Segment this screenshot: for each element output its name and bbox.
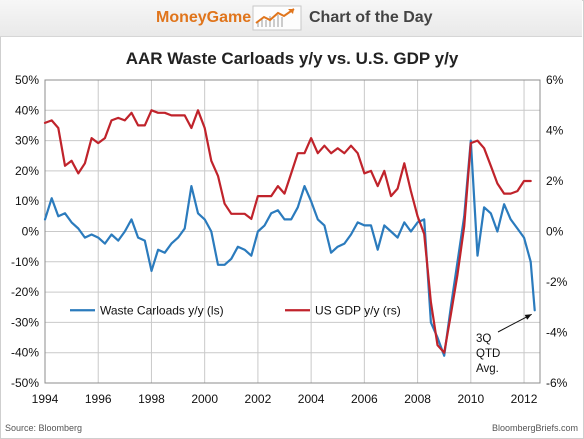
y-left-tick-label: 10% xyxy=(15,194,39,208)
x-tick-label: 1994 xyxy=(32,392,59,406)
y-left-tick-label: 30% xyxy=(15,134,39,148)
y-right-tick-label: 2% xyxy=(546,174,564,188)
annotation-arrowhead xyxy=(524,314,532,320)
y-left-tick-label: -20% xyxy=(11,285,39,299)
brand-header: MoneyGame Chart of the Day xyxy=(0,0,582,37)
legend-label-gdp: US GDP y/y (rs) xyxy=(315,303,401,317)
y-right-tick-label: 0% xyxy=(546,225,564,239)
y-left-tick-label: 50% xyxy=(15,73,39,87)
x-tick-label: 2002 xyxy=(245,392,272,406)
y-right-tick-label: -4% xyxy=(546,326,568,340)
y-left-tick-label: -40% xyxy=(11,346,39,360)
y-left-tick-label: -30% xyxy=(11,315,39,329)
x-tick-label: 2006 xyxy=(351,392,378,406)
legend-label-waste: Waste Carloads y/y (ls) xyxy=(100,303,224,317)
legend: Waste Carloads y/y (ls) US GDP y/y (rs) xyxy=(70,303,401,317)
y-right-tick-label: 6% xyxy=(546,73,564,87)
y-left-tick-label: -10% xyxy=(11,255,39,269)
chart-of-the-day-label: Chart of the Day xyxy=(309,9,433,26)
gdp-series-line xyxy=(43,109,532,354)
gridlines xyxy=(44,79,540,384)
annotation-text-line: QTD xyxy=(476,348,500,360)
x-tick-label: 2008 xyxy=(404,392,431,406)
y-left-tick-label: 0% xyxy=(22,225,40,239)
y-right-tick-label: -6% xyxy=(546,376,568,390)
source-note: Source: Bloomberg xyxy=(5,423,83,433)
y-right-tick-label: 4% xyxy=(546,124,564,138)
waste-carloads-series-line xyxy=(43,139,536,357)
chart-area: AAR Waste Carloads y/y vs. U.S. GDP y/y … xyxy=(11,49,568,406)
y-left-tick-label: 20% xyxy=(15,164,39,178)
rising-chart-icon xyxy=(252,5,302,31)
x-tick-label: 2012 xyxy=(511,392,538,406)
y-right-tick-label: -2% xyxy=(546,275,568,289)
site-credit: BloombergBriefs.com xyxy=(491,423,578,433)
x-tick-label: 1998 xyxy=(138,392,165,406)
plot-border xyxy=(44,79,541,384)
annotation-text-line: Avg. xyxy=(476,363,499,375)
plot-series xyxy=(43,109,536,357)
x-tick-label: 2000 xyxy=(191,392,218,406)
x-tick-label: 1996 xyxy=(85,392,112,406)
brand-name: MoneyGame xyxy=(156,9,252,26)
annotation-text-line: 3Q xyxy=(476,333,491,345)
y-left-tick-label: -50% xyxy=(11,376,39,390)
x-tick-label: 2010 xyxy=(457,392,484,406)
axes: 50% 40% 30% 20% 10% 0% -10% -20% -30% -40% -50% 6% 4… xyxy=(11,73,568,406)
annotation: 3Q QTD Avg. xyxy=(476,313,532,375)
x-tick-label: 2004 xyxy=(298,392,325,406)
y-left-tick-label: 40% xyxy=(15,103,39,117)
chart-title: AAR Waste Carloads y/y vs. U.S. GDP y/y xyxy=(126,49,459,68)
